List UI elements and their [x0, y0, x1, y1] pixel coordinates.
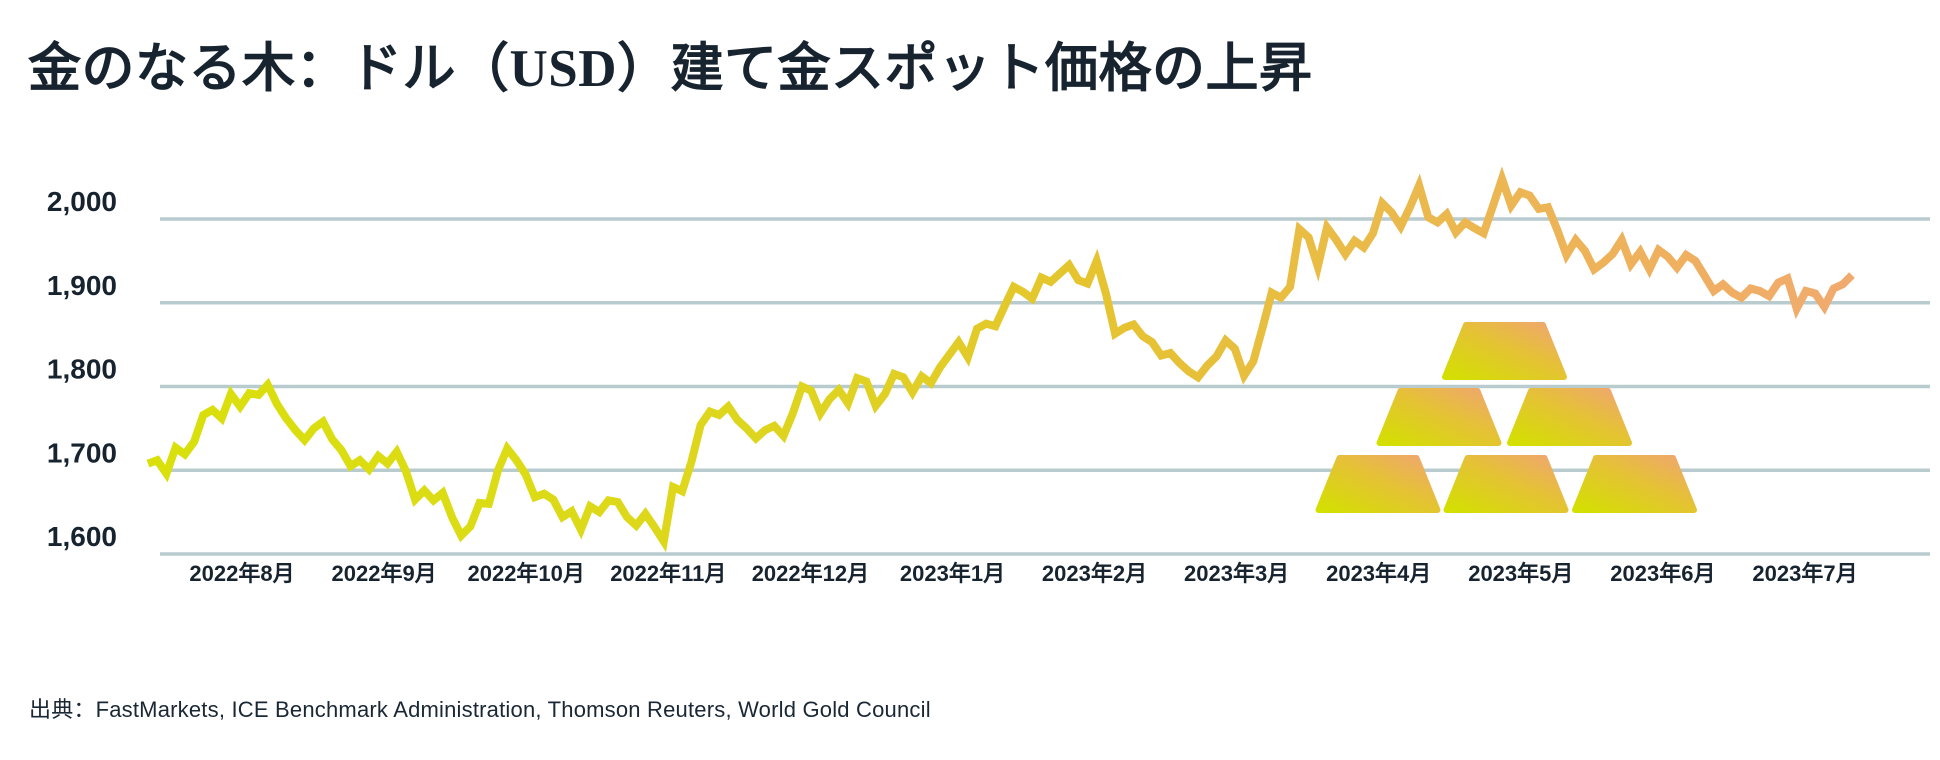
- gold-bar-icon: [1507, 388, 1632, 446]
- y-axis-label: 1,800: [47, 354, 117, 385]
- gold-bar-icon: [1572, 455, 1697, 513]
- x-axis-label: 2023年7月: [1752, 561, 1857, 586]
- source-note: 出典：FastMarkets, ICE Benchmark Administra…: [29, 697, 931, 722]
- gold-bar-icon: [1443, 455, 1569, 513]
- gold-bars-icon: [1315, 322, 1697, 513]
- price-line: [146, 166, 1855, 553]
- page-title-text: 金のなる木：ドル（: [28, 38, 510, 98]
- page-title: 金のなる木：ドル（USD）建て金スポット価格の上昇: [28, 36, 1908, 102]
- y-axis-label: 1,700: [47, 437, 117, 468]
- x-axis-label: 2023年5月: [1468, 561, 1573, 586]
- x-axis-label: 2023年1月: [900, 561, 1005, 586]
- x-axis-label: 2022年9月: [332, 561, 437, 586]
- gold-bar-icon: [1376, 388, 1502, 446]
- x-axis-label: 2022年12月: [752, 561, 869, 586]
- y-axis-label: 1,900: [47, 270, 117, 301]
- page-title-text-2: ）建て金スポット価格の上昇: [617, 38, 1313, 98]
- y-axis-label: 1,600: [47, 521, 117, 552]
- y-axis-label: 2,000: [47, 186, 117, 217]
- x-axis-label: 2023年4月: [1326, 561, 1431, 586]
- page-title-usd: USD: [509, 39, 618, 98]
- x-axis-label: 2023年6月: [1610, 561, 1715, 586]
- x-axis-label: 2023年3月: [1184, 561, 1289, 586]
- gold-bar-icon: [1442, 322, 1567, 380]
- gold-bar-icon: [1315, 455, 1441, 513]
- x-axis-label: 2022年11月: [610, 561, 726, 586]
- x-axis-label: 2022年10月: [467, 561, 584, 586]
- x-axis-label: 2022年8月: [189, 561, 294, 586]
- x-axis-label: 2023年2月: [1042, 561, 1147, 586]
